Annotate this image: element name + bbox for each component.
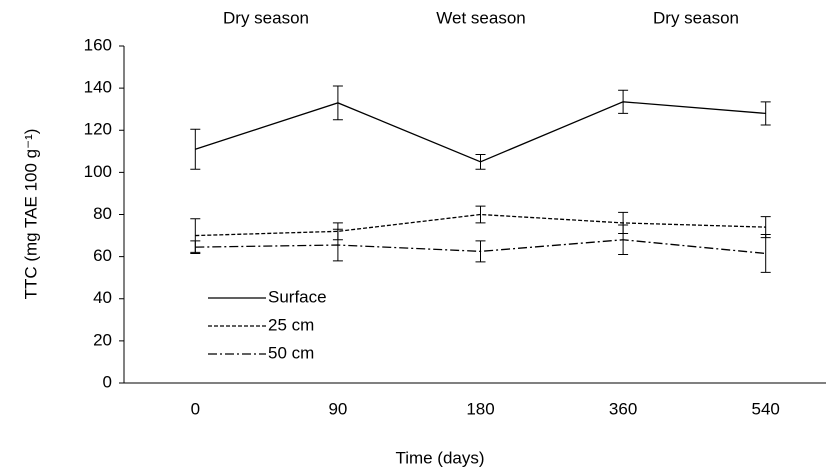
y-tick-label: 20 [93, 330, 112, 349]
error-bar [475, 240, 486, 263]
error-bar [618, 89, 629, 114]
y-tick-label: 120 [84, 120, 112, 139]
season-label: Dry season [653, 8, 739, 27]
x-tick-label: 540 [752, 399, 780, 418]
series-line [195, 213, 766, 237]
y-tick-label: 160 [84, 35, 112, 54]
error-bar [475, 153, 486, 170]
error-bar [760, 234, 771, 273]
y-tick-label: 80 [93, 204, 112, 223]
season-label: Dry season [223, 8, 309, 27]
y-tick-label: 60 [93, 246, 112, 265]
error-bar [760, 101, 771, 126]
legend-label: 25 cm [268, 315, 314, 334]
x-tick-label: 0 [191, 399, 200, 418]
season-label: Wet season [436, 8, 525, 27]
x-tick-label: 180 [466, 399, 494, 418]
y-tick-label: 140 [84, 78, 112, 97]
error-bar [475, 205, 486, 224]
legend-label: 50 cm [268, 343, 314, 362]
x-tick-label: 360 [609, 399, 637, 418]
x-tick-label: 90 [328, 399, 347, 418]
error-bar [332, 85, 343, 121]
error-bar [190, 240, 201, 254]
error-bar [332, 228, 343, 262]
y-tick-label: 100 [84, 162, 112, 181]
y-axis-label: TTC (mg TAE 100 g⁻¹) [21, 129, 40, 300]
y-tick-label: 40 [93, 288, 112, 307]
y-tick-label: 0 [103, 372, 112, 391]
legend-label: Surface [268, 287, 327, 306]
series-line [195, 101, 766, 163]
x-axis-label: Time (days) [395, 448, 484, 467]
error-bar [190, 128, 201, 170]
error-bar [618, 224, 629, 256]
